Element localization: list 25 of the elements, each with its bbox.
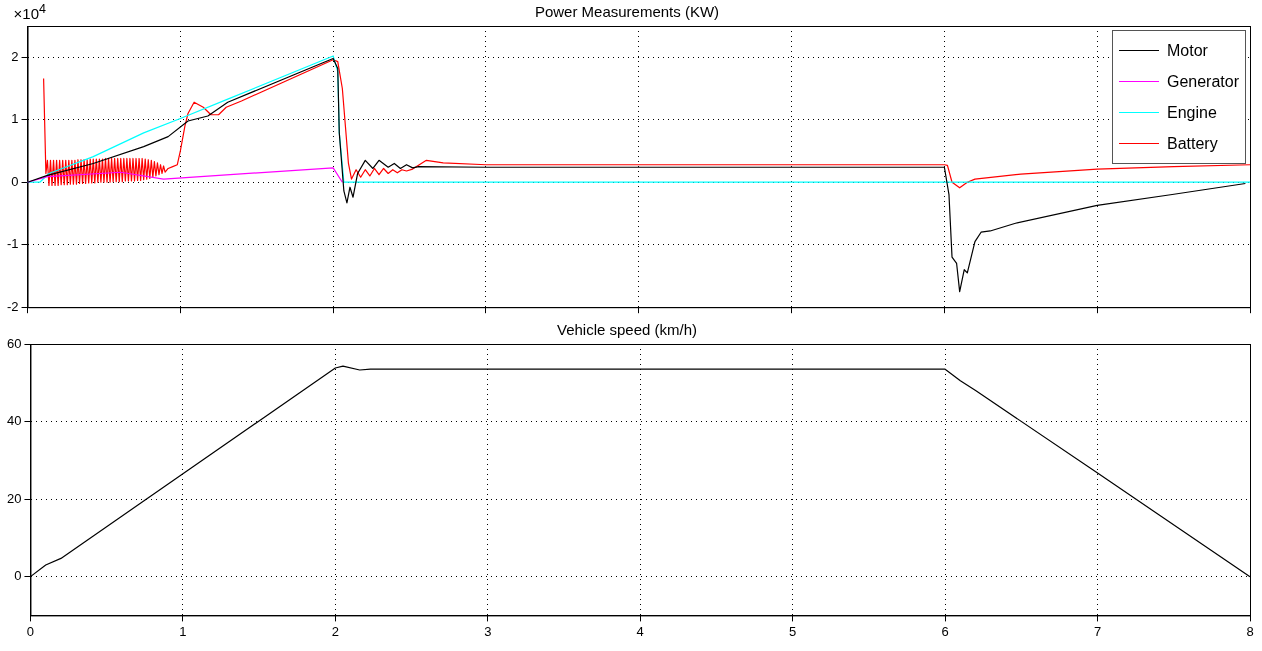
x-tick-label: 7 [1093,623,1102,639]
x-tick-label: 1 [179,623,187,639]
y-tick-label: 1 [11,111,19,127]
legend-label: Generator [1166,72,1239,91]
x-tick-label: 6 [941,623,949,639]
legend-label: Battery [1166,134,1218,153]
y-tick-label: 0 [14,568,22,584]
x-tick-label: 3 [484,623,492,639]
x-tick-label: 8 [1246,623,1254,639]
x-tick-label: 2 [331,623,339,639]
chart-title: Vehicle speed (km/h) [556,321,698,339]
legend-label: Motor [1166,41,1208,60]
chart-title: Power Measurements (KW) [534,3,720,21]
x-tick-label: 5 [789,623,797,639]
y-tick-label: 40 [6,413,22,429]
y-tick-label: -1 [7,236,19,252]
y-tick-label: 0 [11,173,19,189]
y-tick-label: 20 [6,490,22,506]
x-tick-label: 0 [26,623,35,639]
y-tick-label: 60 [6,335,22,351]
y-tick-label: -2 [7,298,19,314]
x-tick-label: 4 [636,623,644,639]
legend-label: Engine [1166,103,1217,122]
y-tick-label: 2 [11,48,19,64]
text: ×10$^{4}$ [13,2,46,22]
